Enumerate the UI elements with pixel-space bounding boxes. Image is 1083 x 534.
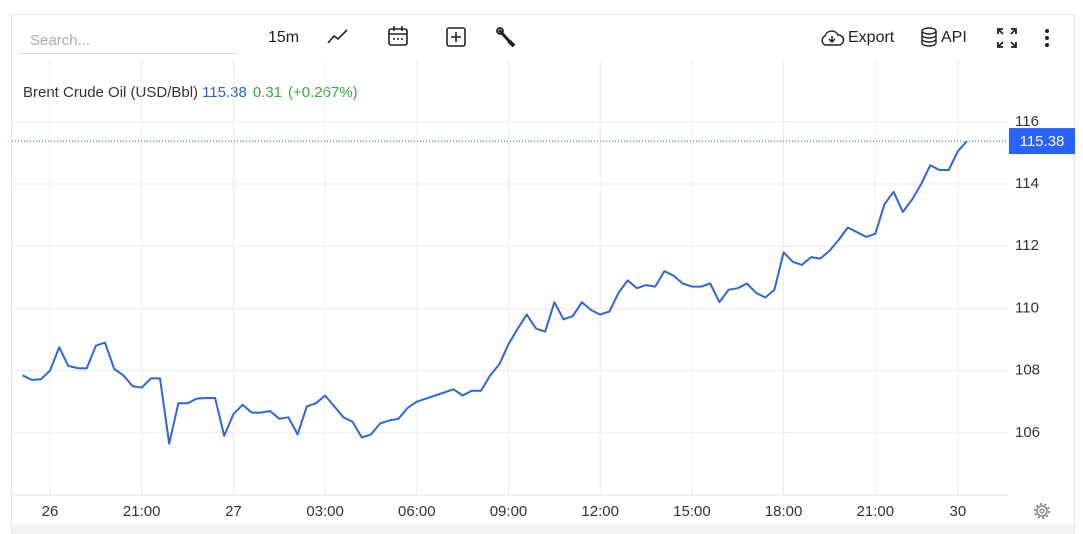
last-price: 115.38 bbox=[202, 84, 247, 101]
y-tick-label: 106 bbox=[1015, 424, 1040, 441]
search-input[interactable]: Search... bbox=[18, 28, 238, 54]
x-tick-label: 18:00 bbox=[765, 503, 803, 520]
api-icon[interactable] bbox=[920, 27, 938, 47]
interval-button[interactable]: 15m bbox=[268, 29, 300, 46]
price-change: 0.31 bbox=[252, 84, 283, 101]
price-change-percent: (+0.267%) bbox=[288, 84, 358, 101]
chart-type-icon[interactable] bbox=[326, 27, 350, 47]
chart-header: Brent Crude Oil (USD/Bbl) 115.38 0.31 (+0.2… bbox=[23, 84, 358, 101]
y-tick-label: 116 bbox=[1015, 113, 1039, 130]
api-button[interactable]: API bbox=[941, 29, 967, 46]
calendar-icon[interactable] bbox=[387, 25, 409, 47]
x-tick-label: 12:00 bbox=[581, 503, 619, 520]
y-tick-label: 108 bbox=[1015, 362, 1040, 379]
x-tick-label: 15:00 bbox=[673, 503, 711, 520]
x-tick-label: 30 bbox=[949, 503, 966, 520]
y-tick-label: 112 bbox=[1015, 237, 1039, 254]
chart-title: Brent Crude Oil (USD/Bbl) bbox=[23, 84, 199, 101]
add-icon[interactable] bbox=[445, 26, 467, 48]
x-tick-label: 21:00 bbox=[857, 503, 895, 520]
y-tick-label: 110 bbox=[1015, 299, 1039, 316]
x-tick-label: 09:00 bbox=[490, 503, 528, 520]
last-price-axis-label: 115.38 bbox=[1020, 133, 1065, 150]
last-price-box bbox=[1009, 128, 1075, 155]
x-tick-label: 27 bbox=[225, 503, 242, 520]
export-icon[interactable] bbox=[819, 28, 845, 48]
export-button[interactable]: Export bbox=[848, 29, 895, 46]
bottom-strip bbox=[12, 524, 1074, 534]
grid bbox=[12, 59, 1008, 495]
menu-icon[interactable] bbox=[1041, 27, 1053, 49]
x-tick-label: 03:00 bbox=[306, 503, 344, 520]
y-tick-label: 114 bbox=[1015, 175, 1039, 192]
x-tick-label: 21:00 bbox=[123, 503, 161, 520]
fullscreen-icon[interactable] bbox=[996, 27, 1018, 49]
x-tick-label: 06:00 bbox=[398, 503, 436, 520]
settings-wrench-icon[interactable] bbox=[495, 26, 517, 48]
price-line bbox=[22, 140, 968, 445]
axis-settings-icon[interactable] bbox=[1034, 503, 1050, 519]
x-tick-label: 26 bbox=[42, 503, 59, 520]
